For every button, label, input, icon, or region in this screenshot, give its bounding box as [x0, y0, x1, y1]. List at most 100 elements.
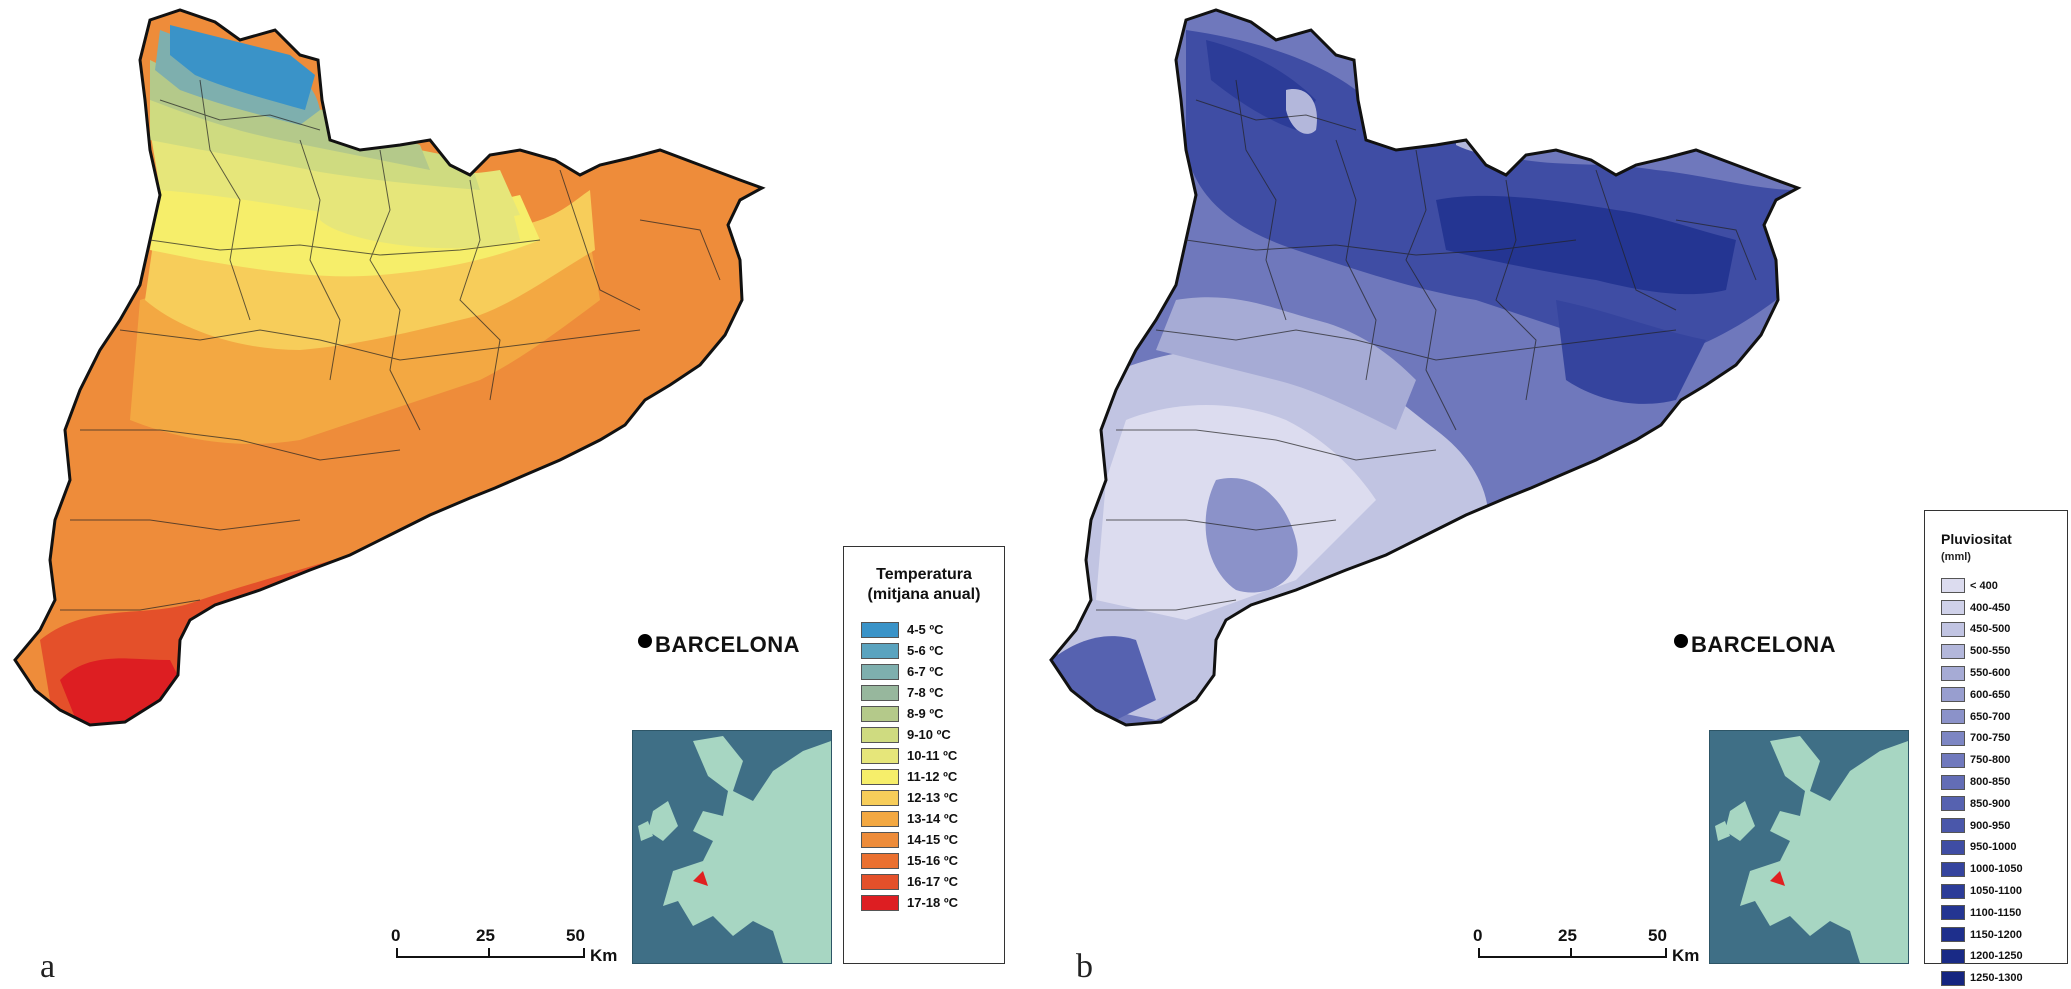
- scale-bar: 0 25 50 Km: [391, 926, 644, 976]
- legend-item: 850-900: [1941, 793, 2067, 815]
- legend-title: Pluviositat: [1941, 531, 2012, 547]
- precipitation-map-panel: BARCELONA Pluviositat (mml) < 400 400-450…: [1036, 0, 2071, 986]
- legend-item: 750-800: [1941, 749, 2067, 771]
- barcelona-marker: [1674, 634, 1688, 648]
- legend-item: 600-650: [1941, 684, 2067, 706]
- legend-swatch: [861, 768, 899, 785]
- legend-title-line2: (mitjana anual): [867, 586, 981, 603]
- legend-item: 8-9 ºC: [861, 703, 1004, 724]
- temperature-map: [13, 8, 766, 727]
- legend-item: 17-18 ºC: [861, 892, 1004, 913]
- legend-swatch: [1941, 730, 1965, 746]
- legend-swatch: [861, 789, 899, 806]
- legend-label: 5-6 ºC: [907, 643, 944, 658]
- legend-item: 1000-1050: [1941, 858, 2067, 880]
- legend-label: 550-600: [1970, 667, 2011, 680]
- legend-swatch: [1941, 752, 1965, 768]
- legend-item: 1100-1150: [1941, 902, 2067, 924]
- legend-item: 13-14 ºC: [861, 808, 1004, 829]
- legend-item: 650-700: [1941, 706, 2067, 728]
- legend-label: 6-7 ºC: [907, 664, 944, 679]
- legend-swatch: [861, 726, 899, 743]
- legend-items: 4-5 ºC 5-6 ºC 6-7 ºC 7-8 ºC 8-9 ºC 9-10 ºC 10-…: [844, 619, 1004, 913]
- europe-locator-map: [1710, 731, 1908, 963]
- europe-locator-inset: [1709, 730, 1909, 964]
- legend-swatch: [861, 831, 899, 848]
- legend-label: 1150-1200: [1970, 928, 2022, 941]
- precipitation-legend: Pluviositat (mml) < 400 400-450 450-500 500…: [1924, 510, 2068, 986]
- panel-letter-a: a: [40, 948, 56, 985]
- europe-locator-inset: [632, 730, 832, 964]
- legend-item: 400-450: [1941, 597, 2067, 619]
- legend-label: 9-10 ºC: [907, 727, 951, 742]
- city-label-barcelona: BARCELONA: [1691, 632, 1837, 657]
- scale-tick-0: 0: [1473, 926, 1483, 945]
- legend-label: 500-550: [1970, 645, 2011, 658]
- legend-label: 4-5 ºC: [907, 622, 944, 637]
- legend-label: 16-17 ºC: [907, 874, 958, 889]
- legend-label: 1100-1150: [1970, 906, 2022, 919]
- legend-swatch: [1941, 861, 1965, 877]
- legend-item: 1150-1200: [1941, 924, 2067, 946]
- legend-item: 1200-1250: [1941, 946, 2067, 968]
- legend-label: 1200-1250: [1970, 950, 2023, 963]
- europe-locator-map: [633, 731, 831, 963]
- legend-label: 13-14 ºC: [907, 811, 958, 826]
- legend-label: 450-500: [1970, 623, 2011, 636]
- legend-item: 1250-1300: [1941, 967, 2067, 989]
- legend-swatch: [1941, 600, 1965, 616]
- legend-swatch: [861, 684, 899, 701]
- catalonia-highlight: [1770, 871, 1785, 886]
- legend-label: 900-950: [1970, 819, 2011, 832]
- scale-unit: Km: [590, 946, 618, 965]
- barcelona-marker: [638, 634, 652, 648]
- legend-title-line1: Temperatura: [876, 566, 972, 583]
- legend-label: 14-15 ºC: [907, 832, 958, 847]
- legend-item: 800-850: [1941, 771, 2067, 793]
- scale-tick-50: 50: [566, 926, 585, 945]
- legend-label: 600-650: [1970, 688, 2011, 701]
- legend-item: 14-15 ºC: [861, 829, 1004, 850]
- legend-item: 15-16 ºC: [861, 850, 1004, 871]
- panel-letter-b: b: [1076, 948, 1093, 985]
- legend-swatch: [861, 621, 899, 638]
- legend-swatch: [1941, 796, 1965, 812]
- scale-tick-50: 50: [1648, 926, 1667, 945]
- city-label-barcelona: BARCELONA: [655, 632, 801, 657]
- legend-label: 1000-1050: [1970, 863, 2023, 876]
- legend-label: 8-9 ºC: [907, 706, 944, 721]
- scale-tick-25: 25: [476, 926, 495, 945]
- legend-item: 16-17 ºC: [861, 871, 1004, 892]
- scale-tick-0: 0: [391, 926, 401, 945]
- legend-label: 700-750: [1970, 732, 2011, 745]
- scale-bar: 0 25 50 Km: [1473, 926, 1726, 976]
- legend-swatch: [1941, 839, 1965, 855]
- legend-item: 500-550: [1941, 640, 2067, 662]
- legend-item: 900-950: [1941, 815, 2067, 837]
- legend-label: 10-11 ºC: [907, 748, 958, 763]
- scale-unit: Km: [1672, 946, 1700, 965]
- legend-swatch: [1941, 687, 1965, 703]
- legend-label: 950-1000: [1970, 841, 2017, 854]
- legend-item: 7-8 ºC: [861, 682, 1004, 703]
- legend-swatch: [1941, 774, 1965, 790]
- legend-swatch: [1941, 905, 1965, 921]
- legend-swatch: [1941, 970, 1965, 986]
- legend-label: 800-850: [1970, 776, 2011, 789]
- legend-label: 650-700: [1970, 710, 2011, 723]
- legend-label: 15-16 ºC: [907, 853, 958, 868]
- temperature-map-panel: BARCELONA Temperatura (mitjana anual) 4-…: [0, 0, 1035, 985]
- legend-title: Temperatura (mitjana anual): [844, 565, 1004, 605]
- legend-item: 1050-1100: [1941, 880, 2067, 902]
- precipitation-map: [1049, 8, 1802, 727]
- legend-swatch: [1941, 818, 1965, 834]
- legend-label: < 400: [1970, 579, 1998, 592]
- legend-swatch: [1941, 621, 1965, 637]
- legend-swatch: [861, 747, 899, 764]
- legend-item: 11-12 ºC: [861, 766, 1004, 787]
- legend-swatch: [1941, 709, 1965, 725]
- catalonia-highlight: [693, 871, 708, 886]
- legend-label: 1050-1100: [1970, 885, 2022, 898]
- legend-item: 10-11 ºC: [861, 745, 1004, 766]
- legend-item: < 400: [1941, 575, 2067, 597]
